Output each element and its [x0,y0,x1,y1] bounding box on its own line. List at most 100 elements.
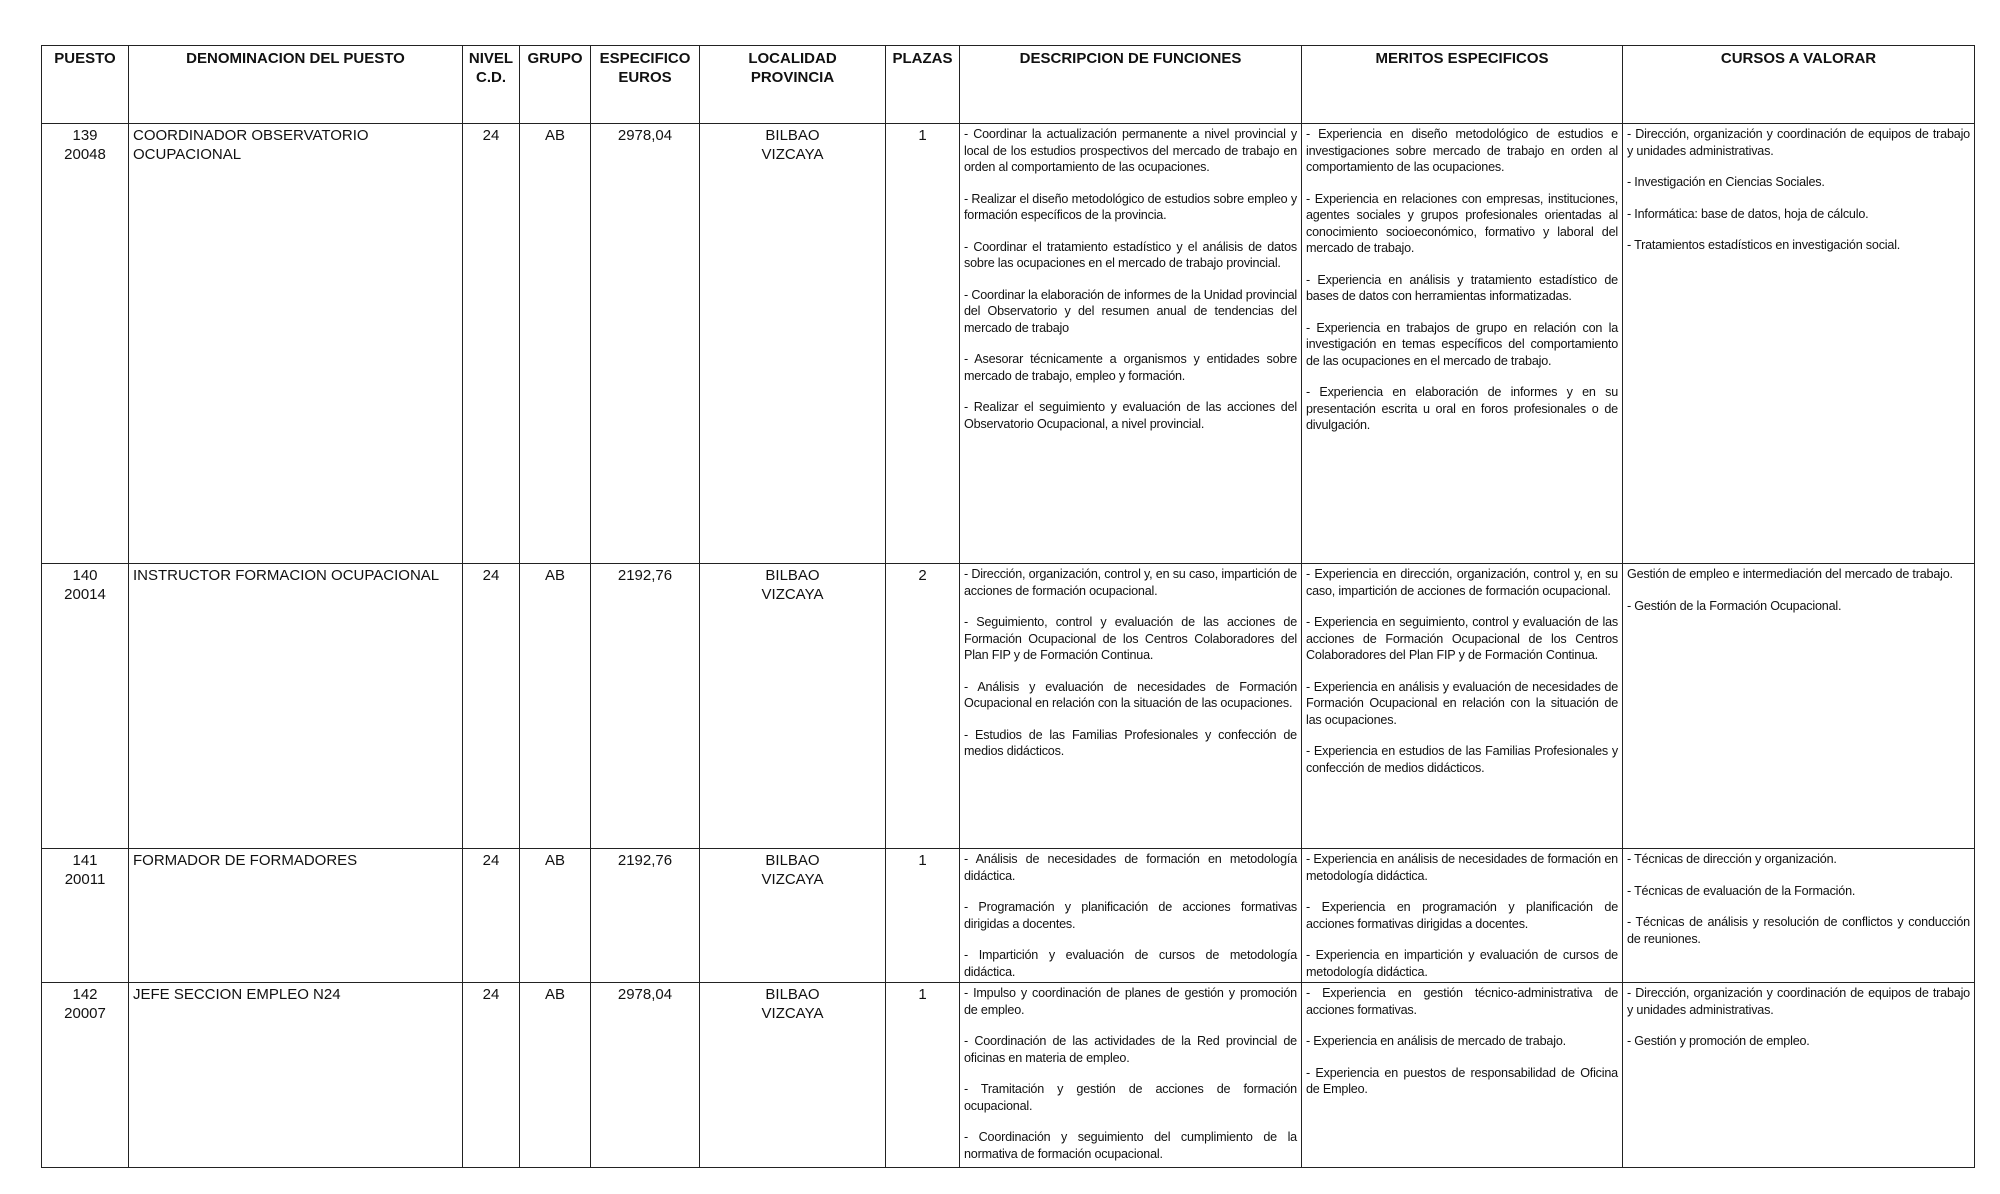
plazas-cell-line: 1 [918,986,927,1003]
localidad-cell-line: BILBAO [765,986,820,1003]
header-meritos: MERITOS ESPECIFICOS [1301,45,1623,124]
meritos-cell: - Experiencia en análisis de necesidades… [1301,848,1623,983]
localidad-cell: BILBAO VIZCAYA [699,848,886,983]
list-item: - Coordinar el tratamiento estadístico y… [964,239,1297,271]
plazas-cell: 1 [885,123,960,564]
list-item: - Informática: base de datos, hoja de cá… [1627,206,1869,221]
puesto-cell-line: 141 [72,852,98,869]
list-item: - Programación y planificación de accion… [964,900,1297,931]
meritos-cell: - Experiencia en diseño metodológico de … [1301,123,1623,564]
grupo-cell-line: AB [544,852,565,869]
list-item: - Dirección, organización, control y, en… [964,567,1297,598]
list-item: - Dirección, organización y coordinación… [1627,127,1970,158]
list-item: - Técnicas de evaluación de la Formación… [1627,883,1856,898]
list-item: - Coordinación de las actividades de la … [964,1034,1297,1065]
list-item: - Gestión y promoción de empleo. [1627,1034,1810,1048]
denominacion-cell-line: COORDINADOR OBSERVATORIO OCUPACIONAL [133,127,369,163]
header-nivel: NIVEL C.D. [462,45,520,124]
list-item: - Experiencia en análisis y tratamiento … [1306,272,1618,304]
list-item: - Coordinar la elaboración de informes d… [964,287,1297,335]
header-row: PUESTO DENOMINACION DEL PUESTO NIVEL C.D. G… [41,45,1975,124]
plazas-cell-line: 2 [918,567,927,584]
puesto-cell-line: 20048 [64,146,106,163]
list-item: - Experiencia en trabajos de grupo en re… [1306,320,1618,368]
nivel-cell: 24 [462,848,520,983]
nivel-cell-line: 24 [482,852,500,869]
plazas-cell: 1 [885,848,960,983]
table-row: 139 20048 COORDINADOR OBSERVATORIO OCUPACI… [41,123,1975,564]
denominacion-cell-line: INSTRUCTOR FORMACION OCUPACIONAL [133,567,440,584]
list-item: - Experiencia en análisis de mercado de … [1306,1034,1566,1048]
header-grupo: GRUPO [519,45,591,124]
meritos-cell: - Experiencia en dirección, organización… [1301,563,1623,849]
list-item: - Análisis y evaluación de necesidades d… [964,679,1297,711]
list-item: - Tramitación y gestión de acciones de f… [964,1082,1297,1113]
puesto-cell-line: 142 [72,986,98,1003]
list-item: - Asesorar técnicamente a organismos y e… [964,352,1297,383]
list-item: - Experiencia en gestión técnico-adminis… [1306,986,1618,1017]
list-item: - Coordinación y seguimiento del cumplim… [964,1130,1297,1161]
grupo-cell: AB [519,123,591,564]
list-item: - Impulso y coordinación de planes de ge… [964,986,1297,1017]
grupo-cell-line: AB [544,567,565,584]
especifico-cell: 2192,76 [590,563,700,849]
cursos-cell: Gestión de empleo e intermediación del m… [1622,563,1975,849]
list-item: - Experiencia en diseño metodológico de … [1306,127,1618,174]
grupo-cell: AB [519,982,591,1168]
denominacion-cell: INSTRUCTOR FORMACION OCUPACIONAL [128,563,463,849]
especifico-cell: 2192,76 [590,848,700,983]
especifico-cell-line: 2978,04 [617,127,673,144]
localidad-cell-line: BILBAO [765,127,820,144]
especifico-cell: 2978,04 [590,123,700,564]
list-item: - Técnicas de análisis y resolución de c… [1627,915,1970,946]
localidad-cell-line: VIZCAYA [761,871,824,888]
nivel-cell: 24 [462,563,520,849]
nivel-cell: 24 [462,982,520,1168]
list-item: - Experiencia en elaboración de informes… [1306,385,1618,432]
funciones-cell: - Dirección, organización, control y, en… [959,563,1302,849]
header-localidad: LOCALIDAD PROVINCIA [699,45,886,124]
denominacion-cell-line: JEFE SECCION EMPLEO N24 [133,986,341,1003]
list-item: - Experiencia en seguimiento, control y … [1306,615,1618,662]
list-item: Gestión de empleo e intermediación del m… [1627,567,1953,581]
table-row: 142 20007 JEFE SECCION EMPLEO N24 24 AB 2978,… [41,982,1975,1168]
header-especifico: ESPECIFICO EUROS [590,45,700,124]
especifico-cell: 2978,04 [590,982,700,1168]
list-item: - Experiencia en estudios de las Familia… [1306,744,1618,775]
plazas-cell: 2 [885,563,960,849]
list-item: - Investigación en Ciencias Sociales. [1627,175,1825,189]
list-item: - Experiencia en impartición y evaluació… [1306,948,1618,979]
header-denominacion: DENOMINACION DEL PUESTO [128,45,463,124]
plazas-cell: 1 [885,982,960,1168]
header-funciones: DESCRIPCION DE FUNCIONES [959,45,1302,124]
nivel-cell-line: 24 [482,567,500,584]
localidad-cell-line: BILBAO [765,567,820,584]
puesto-cell: 140 20014 [41,563,129,849]
list-item: - Dirección, organización y coordinación… [1627,986,1970,1017]
puesto-cell-line: 20007 [64,1005,106,1022]
list-item: - Seguimiento, control y evaluación de l… [964,615,1297,662]
nivel-cell: 24 [462,123,520,564]
meritos-cell: - Experiencia en gestión técnico-adminis… [1301,982,1623,1168]
list-item: - Realizar el diseño metodológico de est… [964,191,1297,223]
nivel-cell-line: 24 [482,127,500,144]
list-item: - Experiencia en dirección, organización… [1306,567,1618,598]
denominacion-cell: FORMADOR DE FORMADORES [128,848,463,983]
grupo-cell: AB [519,848,591,983]
list-item: - Análisis de necesidades de formación e… [964,852,1297,883]
puesto-cell-line: 20011 [64,871,106,888]
denominacion-cell: JEFE SECCION EMPLEO N24 [128,982,463,1168]
list-item: - Realizar el seguimiento y evaluación d… [964,400,1297,431]
funciones-cell: - Coordinar la actualización permanente … [959,123,1302,564]
puesto-cell: 139 20048 [41,123,129,564]
header-plazas: PLAZAS [885,45,960,124]
denominacion-cell-line: FORMADOR DE FORMADORES [133,852,358,869]
list-item: - Experiencia en relaciones con empresas… [1306,191,1618,256]
list-item: - Experiencia en programación y planific… [1306,900,1618,931]
localidad-cell-line: BILBAO [765,852,820,869]
list-item: - Experiencia en análisis y evaluación d… [1306,679,1618,727]
localidad-cell-line: VIZCAYA [761,586,824,603]
puesto-cell-line: 140 [72,567,98,584]
cursos-cell: - Técnicas de dirección y organización. -… [1622,848,1975,983]
localidad-cell-line: VIZCAYA [761,1005,824,1022]
